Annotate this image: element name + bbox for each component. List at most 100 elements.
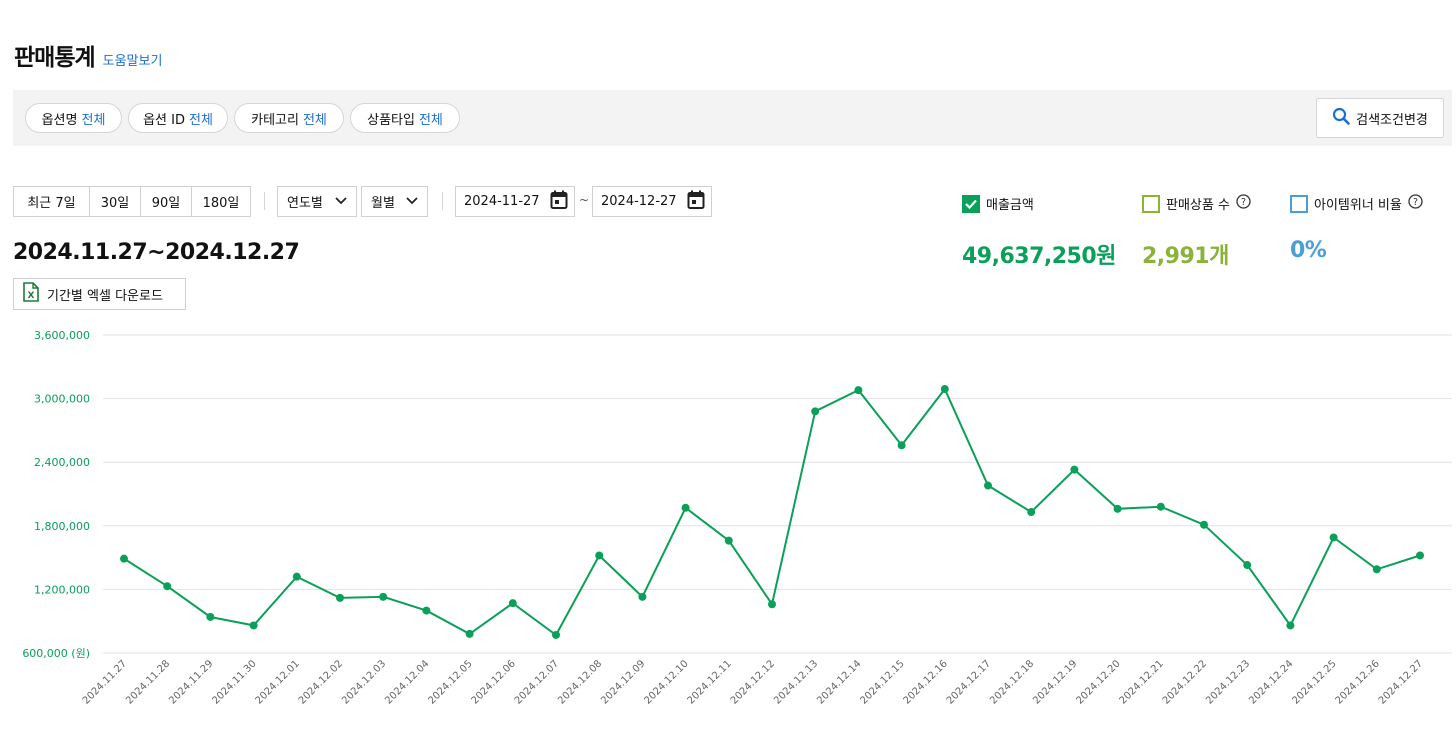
data-point[interactable] bbox=[638, 592, 647, 601]
chip-label: 옵션명 bbox=[41, 112, 78, 128]
start-date-value: 2024-11-27 bbox=[464, 194, 540, 209]
checkbox-icon[interactable] bbox=[1290, 194, 1308, 213]
data-point[interactable] bbox=[1027, 508, 1036, 517]
data-point[interactable] bbox=[897, 441, 906, 450]
sales-amount-toggle[interactable]: 매출금액 bbox=[962, 194, 1034, 213]
month-select[interactable]: 월별 bbox=[361, 186, 428, 217]
x-tick-label: 2024.12.27 bbox=[1377, 658, 1425, 706]
divider bbox=[442, 192, 443, 210]
start-date-input[interactable]: 2024-11-27 bbox=[455, 186, 575, 217]
end-date-value: 2024-12-27 bbox=[601, 194, 677, 209]
data-point[interactable] bbox=[854, 386, 863, 395]
data-point[interactable] bbox=[940, 385, 949, 394]
chevron-down-icon bbox=[406, 194, 418, 209]
x-tick-label: 2024.12.23 bbox=[1204, 658, 1252, 706]
data-point[interactable] bbox=[465, 629, 474, 638]
data-point[interactable] bbox=[120, 554, 128, 563]
year-select[interactable]: 연도별 bbox=[277, 186, 357, 217]
chip-value: 전체 bbox=[302, 112, 327, 128]
data-point[interactable] bbox=[1329, 533, 1338, 542]
data-point[interactable] bbox=[724, 536, 733, 545]
x-tick-label: 2024.11.29 bbox=[167, 658, 215, 706]
data-point[interactable] bbox=[163, 582, 172, 591]
data-point[interactable] bbox=[379, 592, 388, 601]
divider bbox=[264, 192, 265, 210]
data-point[interactable] bbox=[1286, 621, 1295, 630]
data-point[interactable] bbox=[1070, 465, 1079, 474]
date-separator: ~ bbox=[579, 193, 590, 207]
period-90days-button[interactable]: 90일 bbox=[141, 187, 192, 216]
x-tick-label: 2024.12.09 bbox=[599, 658, 647, 706]
x-tick-label: 2024.12.01 bbox=[254, 658, 302, 706]
option-name-filter-chip[interactable]: 옵션명 전체 bbox=[25, 103, 122, 133]
end-date-input[interactable]: 2024-12-27 bbox=[592, 186, 712, 217]
data-point[interactable] bbox=[292, 572, 301, 581]
x-tick-label: 2024.12.24 bbox=[1247, 658, 1295, 706]
x-tick-label: 2024.12.18 bbox=[988, 658, 1036, 706]
data-point[interactable] bbox=[984, 481, 992, 490]
data-point[interactable] bbox=[1113, 504, 1122, 513]
period-30days-button[interactable]: 30일 bbox=[90, 187, 141, 216]
data-point[interactable] bbox=[422, 606, 431, 615]
item-winner-toggle[interactable]: 아이템위너 비율 ? bbox=[1290, 194, 1423, 213]
option-id-filter-chip[interactable]: 옵션 ID 전체 bbox=[128, 103, 228, 133]
chevron-down-icon bbox=[335, 194, 347, 209]
svg-text:?: ? bbox=[1241, 197, 1246, 208]
checkbox-icon[interactable] bbox=[1142, 194, 1160, 213]
data-point[interactable] bbox=[1200, 520, 1208, 529]
y-tick-label: 1,800,000 bbox=[34, 520, 90, 533]
period-7days-button[interactable]: 최근 7일 bbox=[14, 187, 90, 216]
x-tick-label: 2024.12.14 bbox=[815, 658, 863, 706]
data-point[interactable] bbox=[1416, 551, 1424, 560]
excel-download-button[interactable]: X 기간별 엑셀 다운로드 bbox=[13, 278, 186, 310]
data-point[interactable] bbox=[681, 503, 690, 512]
data-point[interactable] bbox=[206, 612, 215, 621]
item-winner-value: 0% bbox=[1290, 238, 1327, 263]
data-point[interactable] bbox=[336, 593, 344, 602]
sales-series-points bbox=[120, 385, 1424, 639]
x-tick-label: 2024.12.26 bbox=[1334, 658, 1382, 706]
items-sold-toggle[interactable]: 판매상품 수 ? bbox=[1142, 194, 1251, 213]
data-point[interactable] bbox=[552, 630, 560, 639]
range-title: 2024.11.27~2024.12.27 bbox=[13, 240, 300, 265]
data-point[interactable] bbox=[768, 600, 776, 609]
data-point[interactable] bbox=[1243, 561, 1252, 570]
x-tick-label: 2024.12.06 bbox=[470, 658, 518, 706]
y-tick-label: 600,000 (원) bbox=[22, 647, 90, 660]
x-tick-label: 2024.11.30 bbox=[210, 658, 258, 706]
chip-label: 카테고리 bbox=[251, 112, 299, 128]
calendar-icon[interactable] bbox=[687, 190, 705, 214]
quick-period-group: 최근 7일 30일 90일 180일 bbox=[13, 186, 251, 217]
x-tick-label: 2024.12.08 bbox=[556, 658, 604, 706]
sales-series-line bbox=[123, 387, 1421, 637]
x-tick-label: 2024.12.21 bbox=[1118, 658, 1166, 706]
sales-line-chart: 3,600,000 3,000,000 2,400,000 1,800,000 1,20… bbox=[22, 329, 1452, 707]
category-filter-chip[interactable]: 카테고리 전체 bbox=[234, 103, 344, 133]
help-icon[interactable]: ? bbox=[1236, 194, 1251, 213]
data-point[interactable] bbox=[1372, 565, 1381, 574]
x-tick-label: 2024.11.28 bbox=[124, 658, 172, 706]
period-180days-button[interactable]: 180일 bbox=[202, 196, 240, 211]
calendar-icon[interactable] bbox=[550, 190, 568, 214]
chip-value: 전체 bbox=[81, 112, 106, 128]
data-point[interactable] bbox=[508, 599, 517, 608]
x-tick-label: 2024.12.13 bbox=[772, 658, 820, 706]
x-tick-label: 2024.12.05 bbox=[426, 658, 474, 706]
checkbox-checked-icon[interactable] bbox=[962, 194, 980, 213]
help-link[interactable]: 도움말보기 bbox=[102, 54, 163, 69]
change-search-button[interactable]: 검색조건변경 bbox=[1316, 98, 1444, 138]
search-button-label: 검색조건변경 bbox=[1356, 112, 1428, 128]
y-tick-label: 2,400,000 bbox=[34, 456, 90, 469]
data-point[interactable] bbox=[811, 407, 820, 416]
help-icon[interactable]: ? bbox=[1408, 194, 1423, 213]
x-tick-label: 2024.12.03 bbox=[340, 658, 388, 706]
y-tick-label: 1,200,000 bbox=[34, 583, 90, 596]
x-tick-label: 2024.12.17 bbox=[945, 658, 993, 706]
x-tick-label: 2024.12.07 bbox=[513, 658, 561, 706]
data-point[interactable] bbox=[1156, 502, 1165, 511]
x-tick-label: 2024.12.15 bbox=[858, 658, 906, 706]
product-type-filter-chip[interactable]: 상품타입 전체 bbox=[350, 103, 460, 133]
x-tick-label: 2024.12.04 bbox=[383, 658, 431, 706]
data-point[interactable] bbox=[595, 551, 604, 560]
data-point[interactable] bbox=[249, 621, 258, 630]
